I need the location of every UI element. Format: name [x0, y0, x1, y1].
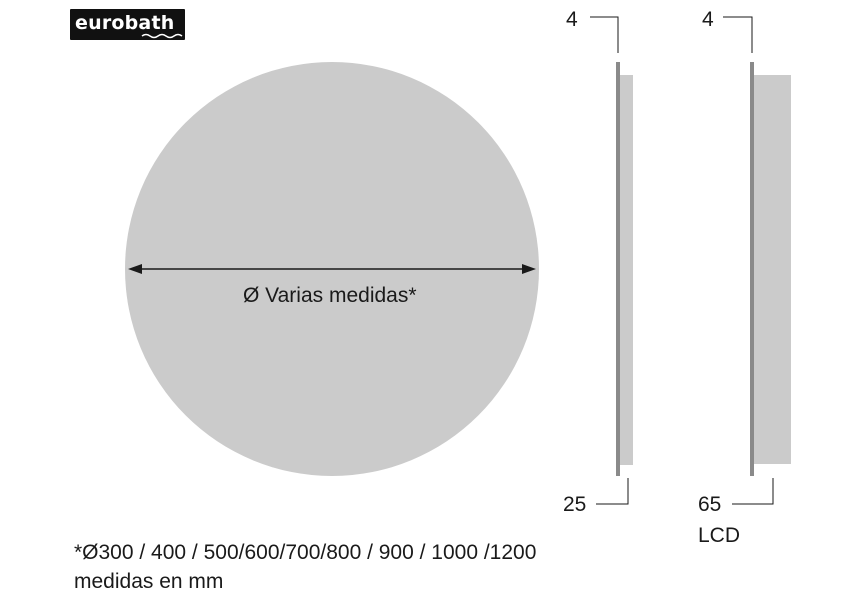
backing-right [754, 75, 791, 464]
leader-bottom-right [732, 478, 774, 505]
logo-text: eurobath [75, 12, 175, 34]
wave-icon [141, 33, 183, 39]
arrowhead-left-icon [128, 264, 142, 274]
leader-top-left [590, 16, 619, 53]
right-top-dimension: 4 [702, 8, 714, 31]
sizes-footnote: *Ø300 / 400 / 500/600/700/800 / 900 / 10… [74, 541, 537, 564]
leader-bottom-left [596, 478, 629, 505]
eurobath-logo: eurobath [70, 9, 185, 40]
units-note: medidas en mm [74, 570, 224, 593]
glass-edge-right [750, 62, 754, 476]
lcd-caption: LCD [698, 524, 741, 547]
diameter-label: Ø Varias medidas* [243, 284, 417, 307]
leader-top-right [723, 16, 753, 53]
glass-edge-left [616, 62, 620, 476]
backing-left [620, 75, 633, 465]
arrowhead-right-icon [522, 264, 536, 274]
left-top-dimension: 4 [566, 8, 578, 31]
left-bottom-dimension: 25 [563, 493, 587, 516]
right-bottom-dimension: 65 [698, 493, 722, 516]
